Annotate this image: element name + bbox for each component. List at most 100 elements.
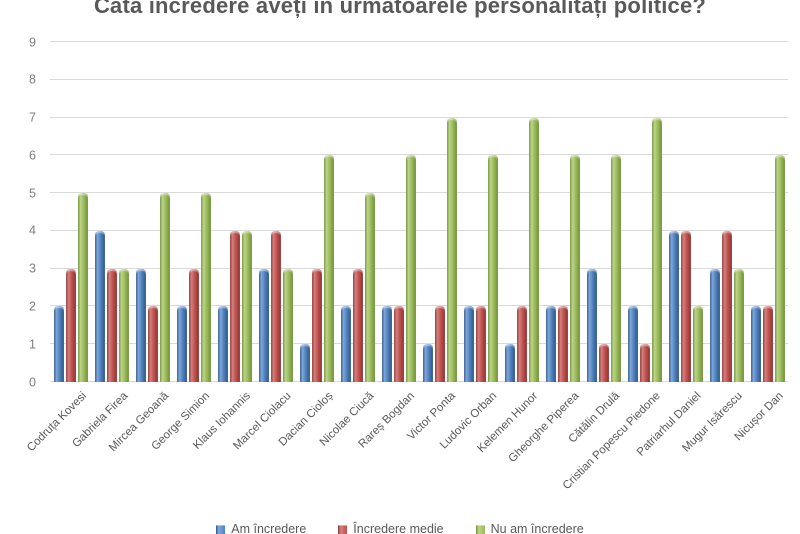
bar-Încredere medie-Rareș Bogdan <box>393 306 404 382</box>
legend-label: Nu am încredere <box>490 522 584 534</box>
gridline-3 <box>50 267 788 269</box>
legend-item-2: Încredere medie <box>338 522 444 534</box>
bar-Nu am încredere-Mircea Geoană <box>159 193 170 382</box>
legend-label: Am încredere <box>231 522 307 534</box>
bar-group-16 <box>665 42 706 382</box>
bar-Încredere medie-Codruța Kovesi <box>65 268 76 382</box>
bar-group-2 <box>91 42 132 382</box>
bar-group-10 <box>419 42 460 382</box>
x-tick-label-7: Dacian Cioloș <box>276 390 335 449</box>
y-tick-label-2: 2 <box>29 299 36 314</box>
bar-Am încredere-Victor Ponta <box>422 344 433 382</box>
bar-Nu am încredere-Cătălin Drulă <box>610 155 621 382</box>
bar-Nu am încredere-Gheorghe Piperea <box>569 155 580 382</box>
bar-Nu am încredere-Marcel Ciolacu <box>282 268 293 382</box>
bar-Încredere medie-Ludovic Orban <box>475 306 486 382</box>
gridline-8 <box>50 78 788 80</box>
x-tick-label-17: Mugur Isărescu <box>680 390 745 455</box>
bar-group-18 <box>747 42 788 382</box>
bar-group-14 <box>583 42 624 382</box>
x-tick-label-13: Gheorghe Piperea <box>506 390 581 465</box>
plot-area <box>50 41 788 382</box>
x-tick-label-9: Rareș Bogdan <box>356 390 417 451</box>
x-tick-label-16: Patriarhul Daniel <box>635 390 704 459</box>
bar-group-7 <box>296 42 337 382</box>
bar-group-5 <box>214 42 255 382</box>
x-tick-label-5: Klaus Iohannis <box>191 390 253 452</box>
bar-Încredere medie-Kelemen Hunor <box>516 306 527 382</box>
bar-Am încredere-Rareș Bogdan <box>381 306 392 382</box>
y-tick-label-0: 0 <box>29 374 36 389</box>
y-tick-label-5: 5 <box>29 185 36 200</box>
bar-Am încredere-Klaus Iohannis <box>217 306 228 382</box>
x-tick-label-4: George Simion <box>149 390 212 453</box>
bar-Am încredere-Mugur Isărescu <box>709 268 720 382</box>
y-tick-label-3: 3 <box>29 261 36 276</box>
bar-Încredere medie-Victor Ponta <box>434 306 445 382</box>
bar-Încredere medie-Marcel Ciolacu <box>270 230 281 382</box>
bar-groups <box>50 42 788 382</box>
bar-Încredere medie-Mugur Isărescu <box>721 230 732 382</box>
bar-Încredere medie-Nicușor Dan <box>762 306 773 382</box>
x-tick-label-18: Nicușor Dan <box>732 390 786 444</box>
gridline-6 <box>50 154 788 156</box>
legend-marker-icon <box>216 524 226 534</box>
x-tick-label-14: Cătălin Drulă <box>566 390 622 446</box>
bar-Nu am încredere-Cristian Popescu Piedone <box>651 117 662 382</box>
bar-group-9 <box>378 42 419 382</box>
bar-Nu am încredere-Codruța Kovesi <box>77 193 88 382</box>
legend-marker-icon <box>338 524 348 534</box>
legend-marker-icon <box>475 524 485 534</box>
bar-Am încredere-Marcel Ciolacu <box>258 268 269 382</box>
gridline-7 <box>50 116 788 118</box>
bar-Am încredere-George Simion <box>176 306 187 382</box>
bar-Am încredere-Cătălin Drulă <box>586 268 597 382</box>
gridline-4 <box>50 229 788 231</box>
bar-Încredere medie-Cătălin Drulă <box>598 344 609 382</box>
bar-Nu am încredere-George Simion <box>200 193 211 382</box>
bar-Am încredere-Nicușor Dan <box>750 306 761 382</box>
bar-group-3 <box>132 42 173 382</box>
bar-Nu am încredere-Nicolae Ciucă <box>364 193 375 382</box>
bar-group-6 <box>255 42 296 382</box>
chart-title: Câtă încredere aveți în următoarele pers… <box>93 0 707 18</box>
bar-Încredere medie-Gabriela Firea <box>106 268 117 382</box>
bar-Încredere medie-Nicolae Ciucă <box>352 268 363 382</box>
bar-Am încredere-Nicolae Ciucă <box>340 306 351 382</box>
gridline-5 <box>50 192 788 194</box>
x-tick-label-2: Gabriela Firea <box>69 390 130 451</box>
y-tick-label-9: 9 <box>29 34 36 49</box>
gridline-9 <box>50 41 788 42</box>
y-tick-label-1: 1 <box>29 336 36 351</box>
x-tick-label-6: Marcel Ciolacu <box>231 390 294 453</box>
bar-Încredere medie-Dacian Cioloș <box>311 268 322 382</box>
y-tick-label-6: 6 <box>29 148 36 163</box>
bar-group-1 <box>50 42 91 382</box>
bar-group-4 <box>173 42 214 382</box>
x-tick-label-8: Nicolae Ciucă <box>317 390 376 449</box>
bar-Nu am încredere-Nicușor Dan <box>774 155 785 382</box>
bar-group-8 <box>337 42 378 382</box>
y-tick-label-8: 8 <box>29 72 36 87</box>
bar-Am încredere-Patriarhul Daniel <box>668 230 679 382</box>
bar-group-13 <box>542 42 583 382</box>
bar-Încredere medie-Cristian Popescu Piedone <box>639 344 650 382</box>
bar-Am încredere-Mircea Geoană <box>135 268 146 382</box>
bar-Nu am încredere-Gabriela Firea <box>118 268 129 382</box>
legend-item-3: Nu am încredere <box>475 522 584 534</box>
bar-Nu am încredere-Victor Ponta <box>446 117 457 382</box>
x-tick-label-12: Kelemen Hunor <box>474 390 540 455</box>
bar-Încredere medie-Mircea Geoană <box>147 306 158 382</box>
bar-Încredere medie-George Simion <box>188 268 199 382</box>
bar-Am încredere-Codruța Kovesi <box>53 306 64 382</box>
x-axis-labels: Codruța Kovesi Gabriela Firea Mircea Geoan… <box>25 390 788 510</box>
y-tick-label-4: 4 <box>29 223 36 238</box>
bar-Am încredere-Cristian Popescu Piedone <box>627 306 638 382</box>
bar-Încredere medie-Patriarhul Daniel <box>680 230 691 382</box>
x-tick-label-15: Cristian Popescu Piedone <box>560 390 663 493</box>
bar-Am încredere-Gheorghe Piperea <box>545 306 556 382</box>
bar-Am încredere-Ludovic Orban <box>463 306 474 382</box>
bar-Am încredere-Kelemen Hunor <box>504 344 515 382</box>
x-tick-label-3: Mircea Geoană <box>106 390 171 455</box>
